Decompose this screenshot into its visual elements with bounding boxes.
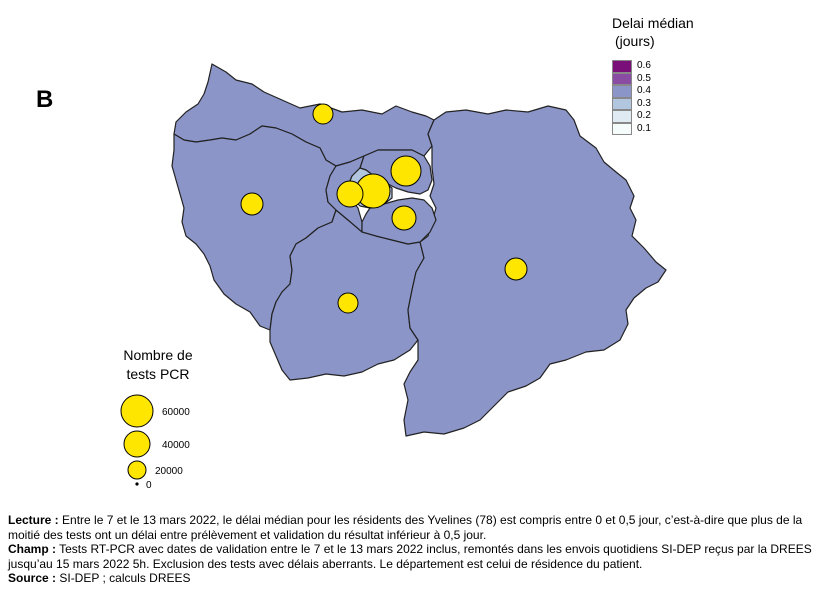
color-legend-title-line2: (jours) — [615, 33, 655, 49]
legend-swatch — [612, 122, 632, 135]
size-legend-title: Nombre de tests PCR — [118, 346, 198, 384]
legend-swatch — [612, 85, 632, 98]
size-legend: 60000 40000 20000 0 — [120, 394, 190, 491]
legend-swatch — [612, 97, 632, 110]
bubble-seine-saint-denis — [390, 155, 422, 187]
bubble-hauts-de-seine — [336, 180, 364, 208]
size-legend-circle-60000 — [120, 394, 154, 428]
size-legend-circle-40000 — [123, 430, 151, 458]
footer-lecture: Lecture : Entre le 7 et le 13 mars 2022,… — [8, 513, 803, 542]
footer-notes: Lecture : Entre le 7 et le 13 mars 2022,… — [8, 513, 824, 586]
legend-label: 0.2 — [637, 110, 651, 122]
size-legend-title-line2: tests PCR — [126, 366, 190, 382]
size-legend-label-40000: 40000 — [162, 440, 190, 451]
color-legend: 0.6 0.5 0.4 0.3 0.2 0.1 — [612, 60, 651, 135]
legend-label: 0.5 — [637, 72, 651, 84]
color-legend-title-line1: Delai médian — [612, 15, 694, 31]
legend-swatch — [612, 60, 632, 73]
size-legend-label-20000: 20000 — [155, 466, 183, 477]
size-legend-label-60000: 60000 — [162, 407, 190, 418]
legend-label: 0.1 — [637, 122, 651, 134]
department-seine-et-marne — [403, 105, 667, 437]
legend-label: 0.4 — [637, 85, 651, 97]
size-legend-circle-0 — [135, 482, 139, 486]
legend-row: 0.1 — [612, 122, 651, 135]
legend-swatch — [612, 110, 632, 123]
bubble-val-d-oise — [312, 103, 334, 125]
legend-label: 0.6 — [637, 60, 651, 72]
bubble-val-de-marne — [391, 205, 417, 231]
legend-row: 0.3 — [612, 97, 651, 110]
size-legend-circle-20000 — [127, 460, 147, 480]
size-legend-label-0: 0 — [146, 480, 152, 491]
legend-row: 0.6 — [612, 60, 651, 73]
departments — [171, 63, 667, 437]
footer-source: Source : SI-DEP ; calculs DREES — [8, 571, 191, 586]
legend-row: 0.5 — [612, 72, 651, 85]
bubbles — [240, 103, 528, 314]
bubble-yvelines — [240, 192, 264, 216]
bubble-seine-et-marne — [504, 257, 528, 281]
legend-label: 0.3 — [637, 97, 651, 109]
color-legend-title: Delai médian (jours) — [612, 14, 732, 50]
ile-de-france-map — [171, 63, 667, 437]
legend-swatch — [612, 72, 632, 85]
legend-row: 0.2 — [612, 110, 651, 123]
size-legend-title-line1: Nombre de — [123, 347, 193, 363]
panel-label: B — [36, 86, 54, 113]
footer-champ: Champ : Tests RT-PCR avec dates de valid… — [8, 542, 812, 571]
legend-row: 0.4 — [612, 85, 651, 98]
bubble-essonne — [337, 292, 359, 314]
